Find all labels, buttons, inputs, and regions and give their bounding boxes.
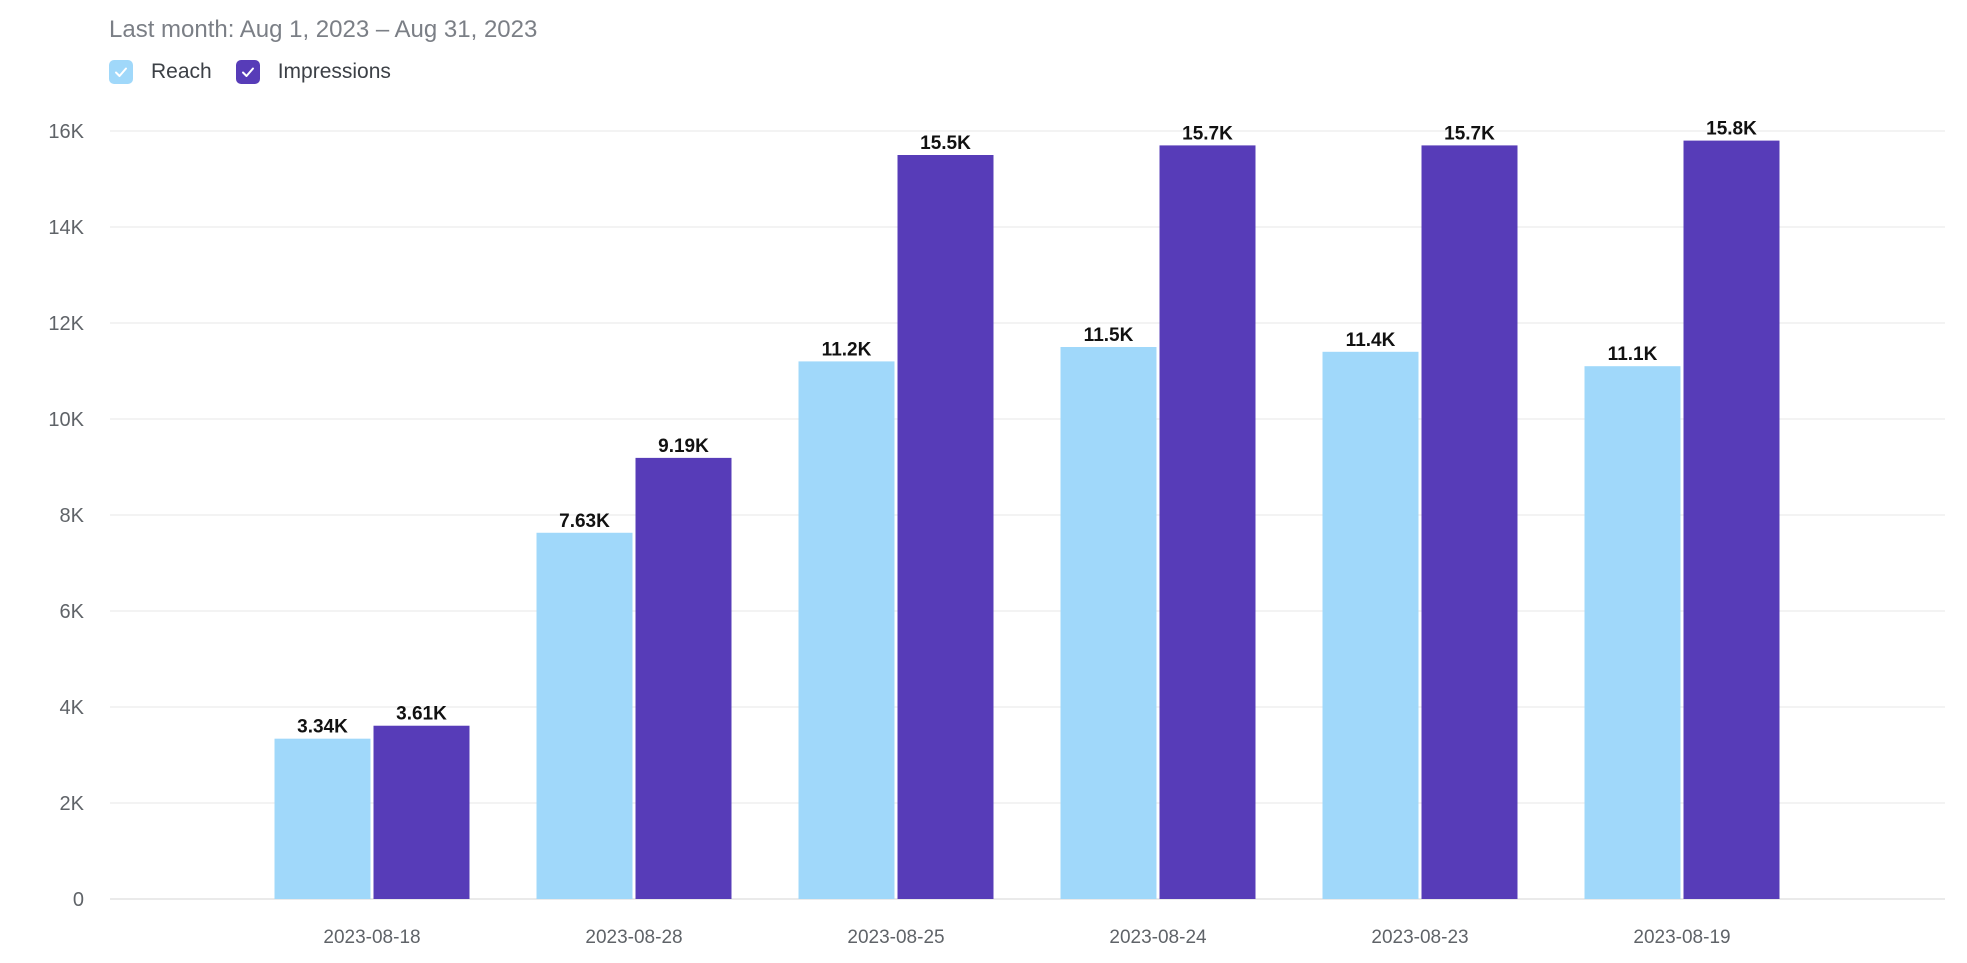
y-tick-label: 16K: [48, 121, 84, 143]
x-tick-label: 2023-08-24: [1109, 927, 1207, 948]
chart-legend: Reach Impressions: [109, 60, 415, 84]
y-tick-label: 14K: [48, 217, 84, 239]
reach-checkbox-icon[interactable]: [109, 60, 133, 84]
data-label: 11.4K: [1346, 330, 1396, 351]
bar-impressions[interactable]: [373, 725, 470, 899]
x-tick-label: 2023-08-19: [1633, 927, 1730, 948]
y-tick-label: 6K: [60, 601, 85, 623]
x-tick-label: 2023-08-18: [323, 927, 420, 948]
data-label: 11.5K: [1084, 325, 1134, 346]
date-range-label: Last month: Aug 1, 2023 – Aug 31, 2023: [109, 16, 538, 43]
x-tick-label: 2023-08-25: [847, 927, 944, 948]
bar-impressions[interactable]: [1421, 145, 1518, 899]
bar-reach[interactable]: [1584, 366, 1681, 899]
x-tick-label: 2023-08-23: [1371, 927, 1468, 948]
data-label: 9.19K: [658, 436, 709, 457]
legend-item-impressions[interactable]: Impressions: [235, 60, 391, 84]
y-tick-label: 0: [73, 889, 84, 911]
data-label: 15.8K: [1706, 119, 1757, 140]
bar-impressions[interactable]: [1683, 140, 1780, 900]
legend-label-impressions: Impressions: [277, 60, 391, 83]
bar-reach[interactable]: [798, 361, 895, 899]
bar-impressions[interactable]: [897, 155, 994, 899]
bar-reach[interactable]: [274, 738, 371, 899]
data-label: 11.1K: [1608, 344, 1658, 365]
data-label: 15.5K: [920, 133, 971, 154]
bar-reach[interactable]: [1060, 347, 1157, 899]
data-label: 15.7K: [1444, 123, 1495, 144]
data-label: 7.63K: [559, 511, 610, 532]
data-label: 11.2K: [822, 339, 872, 360]
bar-reach[interactable]: [536, 532, 633, 899]
data-label: 15.7K: [1182, 123, 1233, 144]
bar-impressions[interactable]: [1159, 145, 1256, 899]
y-tick-label: 8K: [60, 505, 85, 527]
y-tick-label: 2K: [60, 793, 85, 815]
y-tick-label: 4K: [60, 697, 85, 719]
y-tick-label: 12K: [48, 313, 84, 335]
impressions-checkbox-icon[interactable]: [235, 60, 260, 84]
data-label: 3.34K: [297, 717, 348, 738]
bar-reach[interactable]: [1322, 351, 1419, 899]
legend-item-reach[interactable]: Reach: [109, 60, 212, 84]
data-label: 3.61K: [396, 704, 447, 725]
legend-label-reach: Reach: [151, 60, 212, 83]
x-tick-label: 2023-08-28: [585, 927, 682, 948]
y-tick-label: 10K: [48, 409, 84, 431]
bar-impressions[interactable]: [635, 457, 732, 899]
